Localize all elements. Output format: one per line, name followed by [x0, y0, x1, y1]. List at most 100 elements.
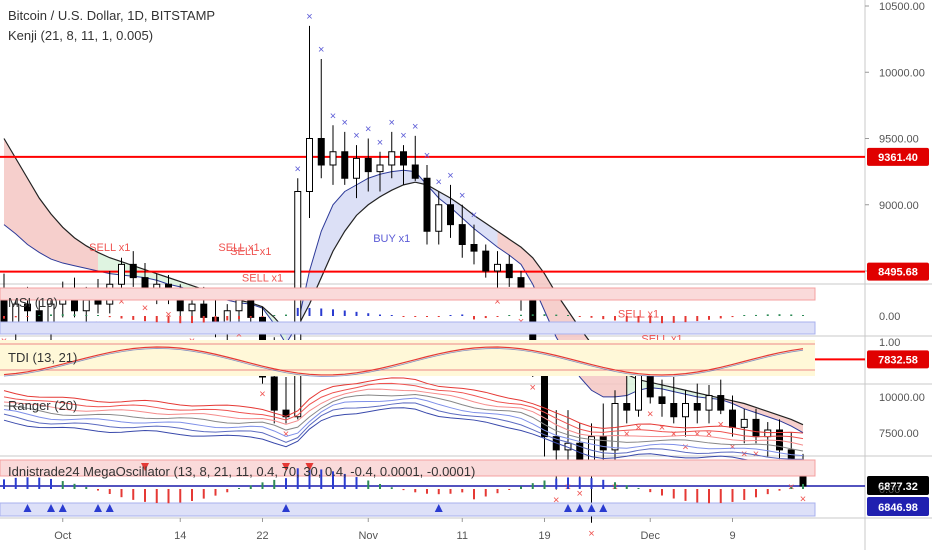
mega-bar	[766, 489, 769, 495]
msi-bar	[778, 314, 781, 316]
mega-upper-band	[0, 459, 816, 477]
sell-marker: ×	[671, 428, 677, 440]
mega-up-arrow	[23, 504, 32, 512]
mega-bar	[332, 471, 334, 489]
msi-bar	[755, 314, 757, 316]
candle	[705, 395, 713, 411]
mega-bar	[555, 478, 558, 489]
mega-lower-band	[0, 502, 816, 517]
mega-bar	[473, 489, 475, 500]
mega-bar	[296, 468, 299, 489]
mega-bar	[543, 480, 546, 489]
sell-marker: ×	[142, 303, 148, 315]
candle	[247, 299, 255, 318]
sell-marker: ×	[165, 309, 171, 321]
mega-down-arrow	[282, 463, 290, 471]
sell-marker: ×	[635, 422, 641, 434]
buy-marker: ×	[412, 121, 418, 133]
msi-bar	[167, 316, 170, 323]
msi-bar	[120, 316, 123, 319]
candle	[376, 164, 384, 173]
ranger-band-line	[3, 382, 804, 440]
mega-bar	[50, 478, 52, 489]
candle	[494, 263, 501, 272]
price-tick-label: 9000.00	[879, 200, 919, 212]
msi-bar	[661, 316, 663, 324]
mega-bar	[449, 489, 452, 494]
msi-bar	[555, 314, 558, 316]
kenji-indicator-title: Kenji (21, 8, 11, 1, 0.005)	[8, 28, 154, 43]
msi-bar	[50, 314, 52, 316]
candle	[118, 263, 125, 285]
mega-bar	[402, 489, 405, 491]
msi-bar	[249, 316, 252, 318]
msi-bar	[367, 313, 370, 316]
mega-bar	[790, 487, 793, 489]
candle	[129, 263, 137, 279]
price-level-label: 9361.40	[878, 152, 918, 164]
ranger-tick-label: 7500.00	[879, 428, 919, 440]
msi-bar	[285, 314, 287, 316]
mega-bar	[355, 477, 358, 489]
tdi-band	[0, 340, 815, 376]
candle	[188, 303, 196, 312]
mega-bar	[285, 478, 287, 489]
msi-bar	[802, 315, 804, 316]
candle	[505, 263, 513, 279]
msi-bar	[61, 314, 64, 316]
candle	[411, 164, 419, 179]
kenji-cloud	[4, 138, 98, 271]
sell-annotation: SELL x1	[618, 308, 659, 320]
msi-bar	[132, 316, 135, 320]
msi-bar	[73, 314, 76, 316]
candle	[329, 151, 337, 166]
mega-bar	[191, 489, 193, 501]
mega-bar	[637, 488, 640, 489]
sell-marker: ×	[259, 389, 265, 401]
price-level-label: 7832.58	[878, 354, 918, 366]
mega-bar	[320, 469, 323, 489]
buy-marker: ×	[295, 163, 301, 175]
mega-bar	[3, 479, 5, 489]
candle	[200, 303, 208, 318]
buy-marker: ×	[400, 130, 406, 142]
msi-bar	[14, 316, 17, 318]
buy-marker: ×	[342, 117, 348, 129]
prev-price-badge	[867, 497, 929, 517]
mega-down-arrow	[305, 463, 314, 471]
msi-bar	[672, 316, 675, 323]
buy-marker: ×	[471, 210, 477, 222]
mega-bar	[273, 479, 276, 489]
buy-marker: ×	[424, 150, 430, 162]
mega-bar	[132, 489, 135, 500]
buy-marker: ×	[447, 170, 453, 182]
candle	[435, 204, 443, 232]
msi-bar	[520, 314, 522, 316]
price-tick-label: 10500.00	[879, 1, 925, 13]
mega-bar	[367, 480, 370, 489]
mega-bar	[226, 489, 229, 493]
candle	[470, 244, 478, 252]
candle	[717, 395, 725, 411]
price-level-label: 8495.68	[878, 267, 918, 279]
candle	[341, 151, 349, 179]
msi-bar	[414, 316, 417, 317]
mega-bar	[261, 482, 264, 489]
candle	[353, 157, 360, 179]
msi-bar	[496, 316, 499, 317]
candle	[270, 376, 278, 411]
msi-bar	[379, 314, 381, 316]
sell-annotation: SELL x1	[230, 246, 271, 258]
price-level-badge	[867, 262, 929, 281]
mega-bar	[426, 489, 428, 494]
mega-up-arrow	[434, 504, 443, 512]
kenji-cloud	[720, 398, 803, 433]
candle	[400, 151, 407, 166]
msi-tick-label: 0.00	[879, 311, 900, 323]
sell-marker: ×	[236, 329, 242, 341]
msi-bar	[437, 316, 440, 317]
msi-bar	[426, 316, 428, 317]
mega-bar	[755, 489, 757, 498]
candle	[364, 157, 372, 173]
